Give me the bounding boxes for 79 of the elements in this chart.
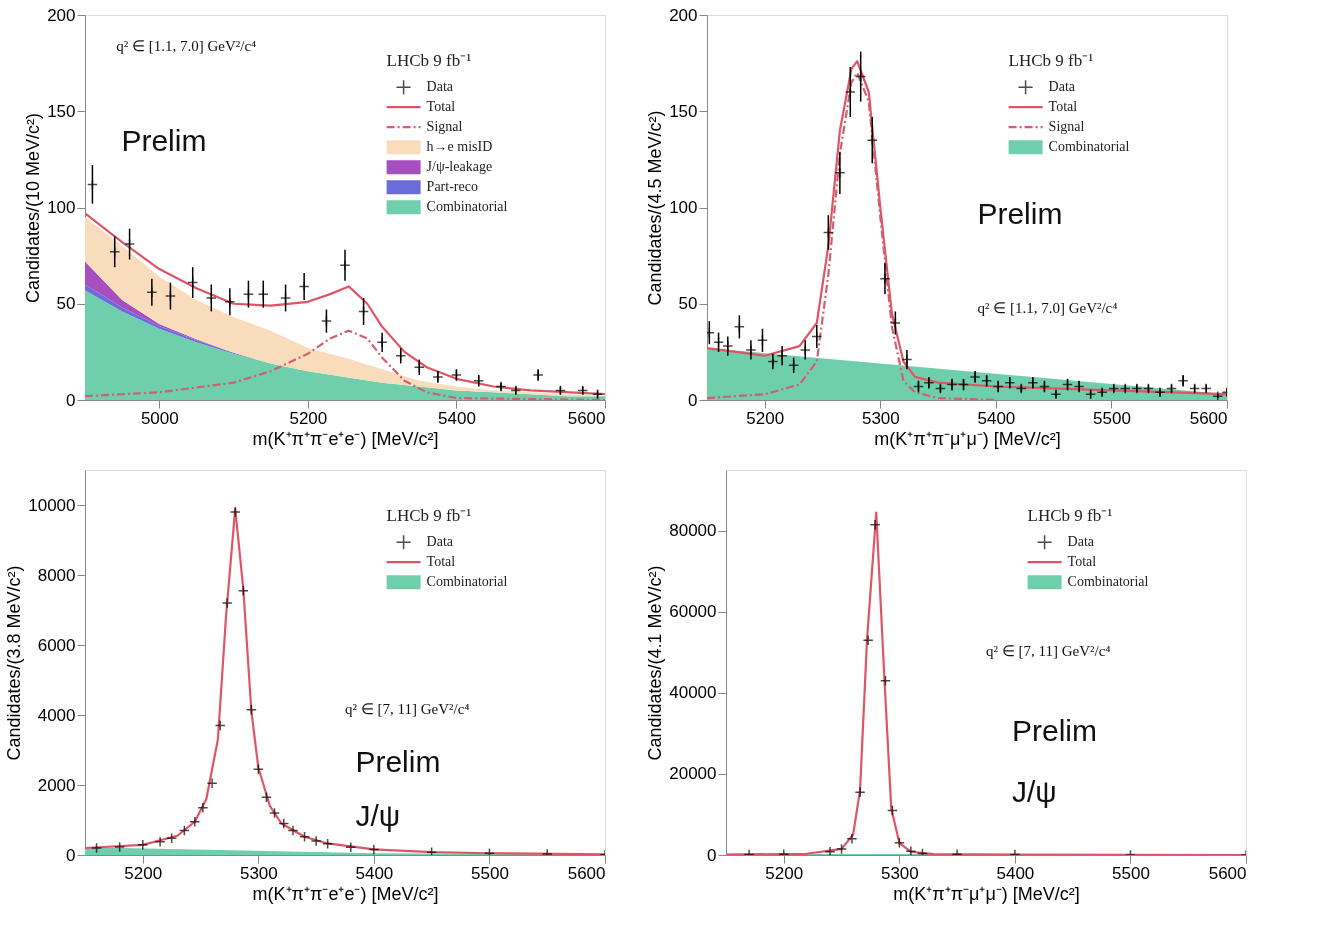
x-axis-title: m(K⁺π⁺π⁻μ⁺μ⁻) [MeV/c²] <box>893 883 1080 904</box>
legend-title: LHCb 9 fb⁻¹ <box>386 51 472 71</box>
y-tick-label: 10000 <box>28 495 76 515</box>
legend-label: Total <box>1067 554 1097 570</box>
legend-label: Data <box>426 79 454 95</box>
x-tick-label: 5200 <box>746 408 785 428</box>
y-tick-label: 40000 <box>669 683 717 703</box>
x-tick-label: 5000 <box>140 408 179 428</box>
x-tick-label: 5400 <box>355 863 394 883</box>
y-tick-label: 150 <box>669 101 698 121</box>
x-tick-label: 5400 <box>438 408 476 428</box>
y-tick-label: 2000 <box>37 775 76 795</box>
annotation: Prelim <box>977 197 1063 231</box>
y-tick-label: 100 <box>47 198 76 217</box>
annotation: J/ψ <box>1012 775 1057 809</box>
x-tick-label: 5400 <box>996 863 1035 883</box>
y-axis-title: Candidates/(4.5 MeV/c²) <box>645 110 666 306</box>
legend-label: h→e misID <box>426 139 493 155</box>
y-tick-label: 50 <box>56 294 76 314</box>
annotation: Prelim <box>355 744 441 778</box>
y-tick-label: 0 <box>66 845 76 865</box>
x-tick-label: 5300 <box>880 863 919 883</box>
y-axis-title: Candidates/(10 MeV/c²) <box>23 112 44 304</box>
legend-label: Total <box>426 554 456 570</box>
annotation: J/ψ <box>355 798 401 832</box>
legend-label: Combinatorial <box>1067 574 1149 590</box>
legend-label: Signal <box>1048 119 1085 135</box>
legend-label: Combinatorial <box>1048 139 1130 155</box>
annotation: q² ∈ [1.1, 7.0] GeV²/c⁴ <box>116 37 257 54</box>
annotation: q² ∈ [7, 11] GeV²/c⁴ <box>345 700 470 717</box>
legend-label: Signal <box>426 119 463 135</box>
annotation: q² ∈ [7, 11] GeV²/c⁴ <box>986 642 1111 659</box>
legend-label: Data <box>1048 79 1076 95</box>
x-tick-label: 5300 <box>239 863 278 883</box>
legend-label: Combinatorial <box>426 574 508 590</box>
x-tick-label: 5600 <box>567 863 606 883</box>
y-tick-label: 80000 <box>669 521 717 541</box>
y-tick-label: 0 <box>707 845 717 865</box>
legend-label: Data <box>1067 534 1095 550</box>
x-tick-label: 5500 <box>1093 408 1131 428</box>
y-tick-label: 0 <box>688 390 698 410</box>
x-tick-label: 5200 <box>124 863 163 883</box>
y-tick-label: 200 <box>47 5 76 25</box>
legend-title: LHCb 9 fb⁻¹ <box>1008 51 1094 71</box>
y-tick-label: 60000 <box>669 602 717 622</box>
y-tick-label: 50 <box>678 294 698 314</box>
annotation: Prelim <box>1012 713 1098 747</box>
x-tick-label: 5600 <box>1208 863 1247 883</box>
annotation: Prelim <box>121 124 207 158</box>
x-axis-title: m(K⁺π⁺π⁻μ⁺μ⁻) [MeV/c²] <box>874 428 1061 449</box>
legend-label: J/ψ-leakage <box>426 159 493 175</box>
x-tick-label: 5500 <box>1112 863 1150 883</box>
y-tick-label: 200 <box>669 5 698 25</box>
x-tick-label: 5600 <box>1189 408 1228 428</box>
legend-title: LHCb 9 fb⁻¹ <box>386 506 472 526</box>
legend-label: Part-reco <box>426 179 478 195</box>
legend-label: Combinatorial <box>426 199 508 215</box>
legend-label: Total <box>426 99 456 115</box>
y-tick-label: 20000 <box>669 764 717 784</box>
y-axis-title: Candidates/(4.1 MeV/c²) <box>645 565 666 761</box>
y-tick-label: 6000 <box>37 635 76 655</box>
y-tick-label: 100 <box>669 198 698 217</box>
y-tick-label: 0 <box>66 390 76 410</box>
y-tick-label: 8000 <box>37 565 76 585</box>
x-axis-title: m(K⁺π⁺π⁻e⁺e⁻) [MeV/c²] <box>252 428 439 449</box>
y-tick-label: 150 <box>47 101 76 121</box>
y-axis-title: Candidates/(3.8 MeV/c²) <box>4 565 25 761</box>
x-tick-label: 5400 <box>977 408 1016 428</box>
legend-label: Total <box>1048 99 1078 115</box>
x-tick-label: 5300 <box>861 408 900 428</box>
x-tick-label: 5200 <box>289 408 328 428</box>
legend-title: LHCb 9 fb⁻¹ <box>1027 506 1113 526</box>
annotation: q² ∈ [1.1, 7.0] GeV²/c⁴ <box>977 299 1118 316</box>
x-tick-label: 5500 <box>471 863 509 883</box>
x-tick-label: 5600 <box>567 408 606 428</box>
y-tick-label: 4000 <box>37 705 76 725</box>
legend-label: Data <box>426 534 454 550</box>
x-axis-title: m(K⁺π⁺π⁻e⁺e⁻) [MeV/c²] <box>252 883 439 904</box>
x-tick-label: 5200 <box>765 863 804 883</box>
